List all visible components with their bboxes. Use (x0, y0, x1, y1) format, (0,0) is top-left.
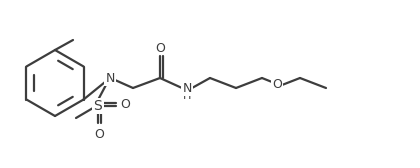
Text: H: H (183, 91, 191, 101)
Text: O: O (155, 41, 165, 54)
Text: N: N (182, 81, 192, 94)
Text: O: O (120, 98, 130, 112)
Text: S: S (94, 99, 102, 113)
Text: N: N (105, 72, 115, 85)
Text: O: O (272, 77, 282, 91)
Text: O: O (94, 128, 104, 140)
